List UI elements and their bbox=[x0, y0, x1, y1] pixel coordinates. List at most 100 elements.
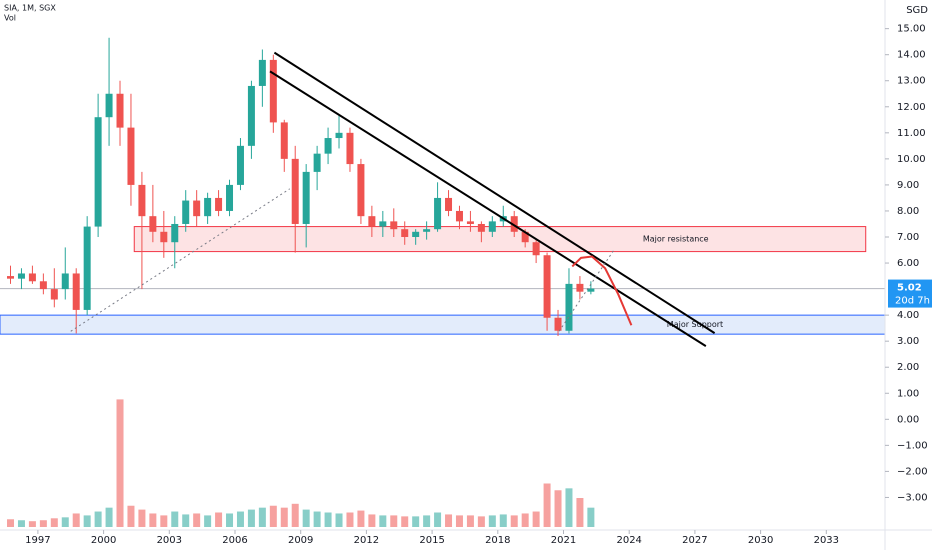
x-tick-label: 2012 bbox=[354, 535, 379, 546]
volume-bar bbox=[357, 510, 365, 527]
volume-bar bbox=[346, 512, 354, 527]
volume-bar bbox=[193, 513, 201, 527]
y-tick-label: −1.00 bbox=[897, 440, 928, 451]
candle-body bbox=[477, 223, 485, 232]
zone-label: Major resistance bbox=[643, 235, 709, 244]
candle-body bbox=[39, 281, 47, 290]
y-tick-label: 10.00 bbox=[897, 154, 926, 165]
x-tick-label: 2000 bbox=[91, 535, 116, 546]
price-tag bbox=[888, 279, 932, 308]
volume-bar bbox=[576, 498, 584, 527]
y-tick-label: 4.00 bbox=[897, 310, 919, 321]
volume-bar bbox=[280, 507, 288, 527]
volume-bar bbox=[105, 507, 113, 527]
candle-body bbox=[83, 226, 91, 310]
price-tag-value: 5.02 bbox=[897, 283, 922, 294]
y-tick-label: 3.00 bbox=[897, 336, 919, 347]
volume-bar bbox=[521, 513, 529, 527]
volume-bar bbox=[466, 515, 474, 527]
x-tick-label: 2021 bbox=[551, 535, 576, 546]
volume-bar bbox=[390, 515, 398, 527]
y-tick-label: 12.00 bbox=[897, 102, 926, 113]
volume-bar bbox=[94, 511, 102, 527]
y-tick-label: 9.00 bbox=[897, 180, 919, 191]
candle-body bbox=[401, 229, 409, 238]
volume-bar bbox=[302, 509, 310, 527]
x-tick-label: 2030 bbox=[748, 535, 773, 546]
x-tick-label: 2024 bbox=[616, 535, 641, 546]
x-tick-label: 2033 bbox=[814, 535, 839, 546]
y-tick-label: 1.00 bbox=[897, 388, 919, 399]
y-tick-label: 15.00 bbox=[897, 24, 926, 35]
candle-body bbox=[335, 132, 343, 139]
trend-line bbox=[70, 188, 291, 332]
volume-bar bbox=[335, 513, 343, 527]
candle-body bbox=[127, 127, 135, 185]
candle-body bbox=[379, 221, 387, 227]
volume-bar bbox=[587, 507, 595, 527]
candle-body bbox=[357, 164, 365, 217]
volume-bar bbox=[61, 517, 69, 527]
x-tick-label: 2009 bbox=[288, 535, 313, 546]
candle-body bbox=[226, 184, 234, 211]
volume-bar bbox=[226, 513, 234, 527]
candle-body bbox=[576, 283, 584, 292]
volume-bar bbox=[543, 483, 551, 527]
candle-body bbox=[302, 171, 310, 224]
volume-bar bbox=[7, 519, 15, 527]
volume-bar bbox=[532, 511, 540, 527]
y-tick-label: 11.00 bbox=[897, 128, 926, 139]
candle-body bbox=[28, 273, 36, 282]
y-tick-label: 7.00 bbox=[897, 232, 919, 243]
trend-line bbox=[273, 51, 716, 334]
candle-body bbox=[324, 138, 332, 154]
zone bbox=[133, 226, 867, 253]
candle-body bbox=[368, 216, 376, 227]
volume-bar bbox=[313, 511, 321, 527]
x-tick-label: 2006 bbox=[222, 535, 247, 546]
volume-bar bbox=[215, 512, 223, 527]
volume-bar bbox=[401, 516, 409, 527]
candle-body bbox=[346, 132, 354, 165]
candle-body bbox=[105, 93, 113, 118]
candle-body bbox=[280, 122, 288, 159]
volume-bar bbox=[379, 515, 387, 527]
candle-body bbox=[258, 59, 266, 86]
trend-line bbox=[571, 255, 633, 326]
volume-bar bbox=[368, 514, 376, 527]
volume-bar bbox=[182, 514, 190, 527]
volume-bar bbox=[565, 488, 573, 527]
y-tick-label: 8.00 bbox=[897, 206, 919, 217]
candle-body bbox=[412, 231, 420, 238]
x-tick-label: 2018 bbox=[485, 535, 510, 546]
volume-bar bbox=[291, 503, 299, 527]
volume-bar bbox=[510, 515, 518, 527]
candle-body bbox=[72, 273, 80, 310]
volume-bar bbox=[17, 520, 25, 527]
y-tick-label: 13.00 bbox=[897, 76, 926, 87]
candle-body bbox=[466, 221, 474, 224]
y-tick-label: −2.00 bbox=[897, 466, 928, 477]
volume-bar bbox=[499, 514, 507, 527]
candle-body bbox=[138, 184, 146, 217]
x-tick-label: 2015 bbox=[419, 535, 444, 546]
candle-body bbox=[171, 223, 179, 243]
volume-bar bbox=[127, 505, 135, 527]
candle-body bbox=[149, 216, 157, 232]
candle-body bbox=[61, 273, 69, 290]
zone bbox=[0, 314, 886, 335]
volume-bar bbox=[423, 515, 431, 527]
candle-body bbox=[521, 231, 529, 243]
candle-body bbox=[17, 273, 25, 279]
volume-bar bbox=[236, 511, 244, 527]
candle-body bbox=[532, 242, 540, 256]
x-tick-label: 2027 bbox=[682, 535, 707, 546]
candle-body bbox=[488, 221, 496, 232]
volume-bar bbox=[171, 511, 179, 527]
volume-bar bbox=[50, 518, 58, 527]
volume-bar bbox=[160, 515, 168, 527]
candle-body bbox=[269, 59, 277, 123]
candle-body bbox=[94, 117, 102, 227]
candle-body bbox=[390, 221, 398, 230]
